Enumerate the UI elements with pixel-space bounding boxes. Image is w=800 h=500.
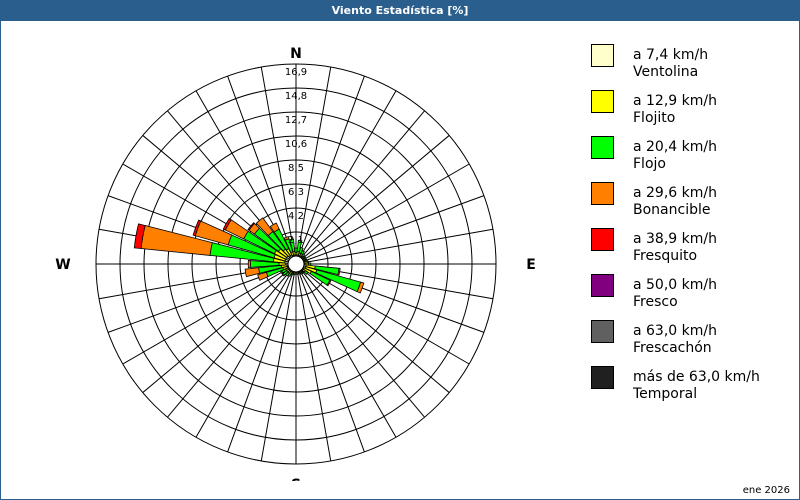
grid-spoke xyxy=(299,90,397,258)
wind-sector xyxy=(244,267,261,278)
grid-spoke xyxy=(260,271,296,462)
radial-tick-label: 10,6 xyxy=(285,139,307,150)
grid-spoke xyxy=(301,268,450,393)
legend-swatch xyxy=(591,136,614,159)
compass-label-e: E xyxy=(526,257,536,273)
legend-swatch xyxy=(591,44,614,67)
wind-sector xyxy=(247,222,256,231)
wind-sector xyxy=(255,217,274,237)
grid-spoke xyxy=(298,271,365,453)
grid-spoke xyxy=(142,268,291,393)
legend-item: a 29,6 km/h Bonancible xyxy=(591,182,791,228)
wind-sector xyxy=(356,281,365,294)
legend-item: a 7,4 km/h Ventolina xyxy=(591,44,791,90)
grid-spoke xyxy=(302,267,470,365)
compass-label-n: N xyxy=(290,46,302,62)
legend-name: Frescachón xyxy=(633,340,712,356)
legend-name: Fresquito xyxy=(633,248,698,264)
radial-tick-label: 16,9 xyxy=(285,67,307,78)
compass-label-s: S xyxy=(291,477,301,481)
radial-tick-label: 2,1 xyxy=(288,235,304,246)
wind-sector xyxy=(298,247,304,255)
legend-item: a 20,4 km/h Flojo xyxy=(591,136,791,182)
wind-sector xyxy=(283,236,290,241)
grid-spoke xyxy=(227,271,294,453)
wind-sector xyxy=(306,260,309,264)
legend-swatch xyxy=(591,90,614,113)
legend-name: Flojito xyxy=(633,110,676,126)
grid-spoke xyxy=(299,270,397,438)
wind-sector xyxy=(281,272,286,277)
legend-name: Temporal xyxy=(633,386,698,402)
legend: a 7,4 km/h Ventolina a 12,9 km/h Flojito a 2… xyxy=(591,44,791,412)
wind-sector xyxy=(222,217,232,231)
grid-spoke xyxy=(303,228,494,264)
legend-swatch xyxy=(591,366,614,389)
legend-swatch xyxy=(591,182,614,205)
grid-spoke xyxy=(195,270,293,438)
wind-sector xyxy=(257,271,269,281)
grid-spoke xyxy=(296,66,332,257)
grid-spoke xyxy=(300,110,425,259)
wind-sector xyxy=(308,262,312,266)
grid-spoke xyxy=(303,195,485,262)
legend-item: a 38,9 km/h Fresquito xyxy=(591,228,791,274)
chart-title: Viento Estadística [%] xyxy=(1,1,799,21)
wind-sector xyxy=(247,259,252,269)
legend-item: a 50,0 km/h Fresco xyxy=(591,274,791,320)
wind-sector xyxy=(192,219,202,237)
wind-sector xyxy=(269,222,280,233)
grid-spoke xyxy=(260,66,296,257)
grid-spoke xyxy=(167,269,292,418)
legend-name: Bonancible xyxy=(633,202,711,218)
radial-tick-label: 4,2 xyxy=(288,211,304,222)
radial-tick-label: 6,3 xyxy=(288,187,304,198)
legend-speed: a 63,0 km/h xyxy=(633,323,717,339)
wind-sector xyxy=(296,239,303,253)
wind-rose-chart: 2,1 4,2 6,3 8,5 10,6 12,7 14,8 16,9 N E S W xyxy=(55,46,536,481)
radial-tick-label: 8,5 xyxy=(288,163,304,174)
wind-sector xyxy=(300,250,305,256)
grid-spoke xyxy=(122,267,290,365)
wind-sector xyxy=(299,271,303,275)
legend-speed: a 20,4 km/h xyxy=(633,139,717,155)
wind-sector xyxy=(326,279,332,287)
legend-name: Ventolina xyxy=(633,64,699,80)
radial-tick-label: 12,7 xyxy=(285,115,307,126)
wind-sector xyxy=(133,223,146,249)
legend-name: Flojo xyxy=(633,156,666,172)
wind-sector xyxy=(289,238,296,253)
grid-spoke xyxy=(302,163,470,261)
grid-spoke xyxy=(296,271,332,462)
legend-speed: a 50,0 km/h xyxy=(633,277,717,293)
radial-tick-label: 14,8 xyxy=(285,91,307,102)
legend-swatch xyxy=(591,320,614,343)
legend-speed: más de 63,0 km/h xyxy=(633,369,760,385)
compass-label-w: W xyxy=(55,257,70,273)
wind-sector xyxy=(301,253,306,258)
wind-sector xyxy=(303,270,309,275)
legend-swatch xyxy=(591,228,614,251)
legend-item: a 63,0 km/h Frescachón xyxy=(591,320,791,366)
legend-speed: a 12,9 km/h xyxy=(633,93,717,109)
legend-name: Fresco xyxy=(633,294,678,310)
grid-spoke xyxy=(298,75,365,257)
legend-item: más de 63,0 km/h Temporal xyxy=(591,366,791,412)
legend-item: a 12,9 km/h Flojito xyxy=(591,90,791,136)
grid-spoke xyxy=(301,135,450,260)
legend-speed: a 38,9 km/h xyxy=(633,231,717,247)
legend-speed: a 29,6 km/h xyxy=(633,185,717,201)
wind-sector xyxy=(280,270,284,275)
legend-swatch xyxy=(591,274,614,297)
grid-spoke xyxy=(227,75,294,257)
grid-spoke xyxy=(300,269,425,418)
wind-sector xyxy=(337,267,341,276)
legend-speed: a 7,4 km/h xyxy=(633,47,709,63)
period-label: ene 2026 xyxy=(742,485,790,496)
